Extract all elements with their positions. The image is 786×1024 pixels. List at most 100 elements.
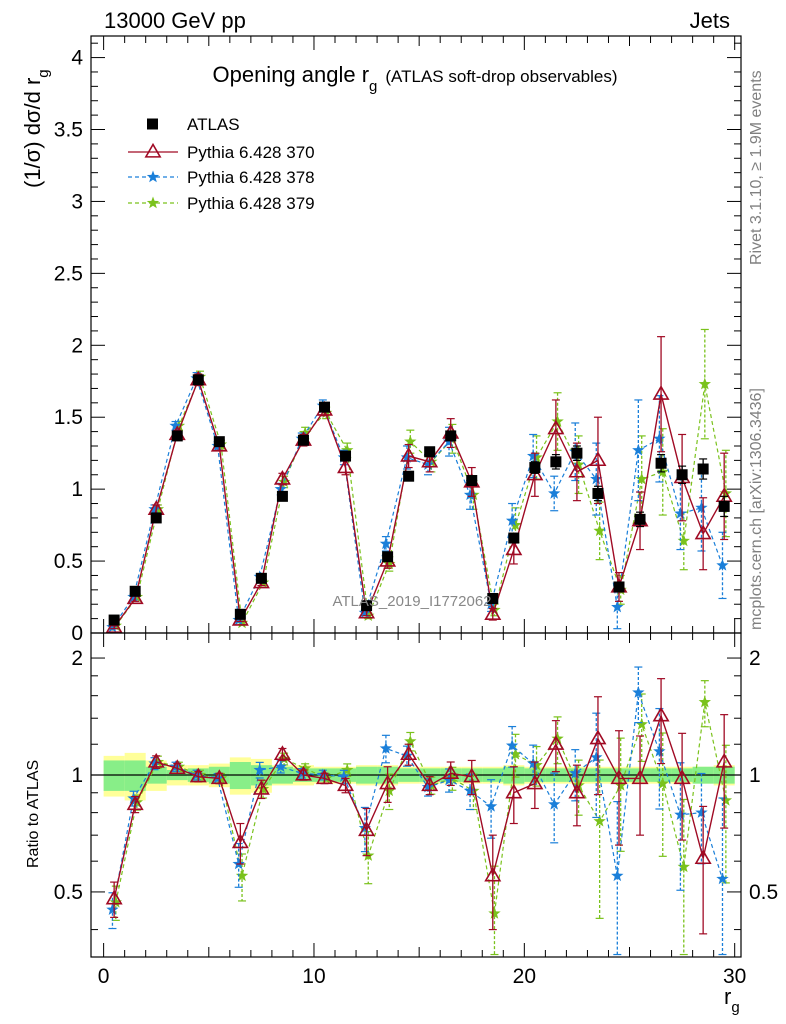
ratio-point bbox=[189, 767, 207, 783]
data-point bbox=[358, 603, 376, 619]
ratio-point bbox=[379, 742, 393, 754]
legend-marker bbox=[146, 170, 160, 183]
data-point bbox=[550, 456, 562, 468]
ratio-point bbox=[273, 745, 291, 761]
data-point bbox=[592, 487, 604, 499]
data-point bbox=[548, 486, 561, 499]
ratio-y-axis-label: Ratio to ATLAS bbox=[25, 760, 42, 868]
data-point bbox=[674, 507, 687, 519]
ratio-point bbox=[509, 747, 522, 760]
main-panel: 0 0.5 1 1.5 2 2.5 3 3.5 4 bbox=[54, 35, 742, 645]
ratio-point bbox=[232, 857, 245, 870]
data-point bbox=[635, 472, 648, 485]
header-left: 13000 GeV pp bbox=[104, 8, 246, 33]
ratio-uncertainty-band-inner bbox=[103, 760, 125, 791]
legend-marker bbox=[147, 118, 158, 130]
data-point bbox=[171, 430, 183, 442]
data-point bbox=[235, 616, 249, 629]
ratio-uncertainty-band-inner bbox=[124, 760, 146, 791]
data-point bbox=[653, 432, 666, 445]
ratio-point bbox=[610, 769, 628, 785]
ratio-point bbox=[593, 814, 606, 827]
data-point bbox=[403, 470, 415, 482]
ratio-point bbox=[362, 849, 375, 861]
main-y-tick-label: 0.5 bbox=[54, 550, 83, 573]
data-point bbox=[466, 475, 478, 487]
data-point bbox=[716, 558, 729, 571]
data-point bbox=[445, 430, 457, 442]
ratio-point bbox=[337, 776, 355, 792]
main-y-axis-label: (1/σ) dσ/d rg bbox=[20, 69, 52, 188]
main-y-tick-label: 1 bbox=[71, 478, 83, 501]
chart-title: Opening angle rg (ATLAS soft-drop observa… bbox=[212, 62, 617, 95]
ratio-point bbox=[677, 860, 690, 873]
ratio-point bbox=[614, 778, 627, 791]
data-point bbox=[404, 435, 417, 447]
rivet-version-label: Rivet 3.1.10, ≥ 1.9M events bbox=[748, 70, 765, 265]
main-series-line bbox=[111, 376, 724, 628]
ratio-panel: 0.5 0.5 1 1 2 2 0 10 20 30 bbox=[54, 632, 778, 988]
data-point bbox=[379, 537, 393, 550]
data-point bbox=[698, 377, 711, 390]
ratio-point bbox=[210, 769, 228, 785]
data-point bbox=[613, 581, 625, 593]
data-point bbox=[273, 469, 291, 485]
data-point bbox=[551, 415, 564, 427]
data-point bbox=[126, 589, 144, 605]
ratio-point bbox=[548, 797, 561, 810]
ratio-point bbox=[589, 729, 607, 745]
ratio-point bbox=[653, 744, 666, 757]
data-point bbox=[547, 419, 565, 435]
main-y-axis-label-main: (1/σ) dσ/d r bbox=[20, 78, 45, 188]
ratio-point bbox=[400, 745, 418, 761]
main-y-axis-label-subscript: g bbox=[35, 69, 52, 77]
data-point bbox=[362, 609, 375, 621]
data-point bbox=[589, 451, 607, 467]
chart-title-main: Opening angle r bbox=[212, 62, 369, 87]
data-point bbox=[255, 572, 267, 584]
main-y-tick-label: 4 bbox=[71, 47, 83, 70]
main-y-tick-label: 0 bbox=[71, 622, 83, 645]
ratio-point bbox=[294, 765, 312, 781]
ratio-point bbox=[611, 869, 624, 882]
ratio-point bbox=[106, 903, 119, 915]
ratio-point bbox=[337, 770, 351, 782]
ratio-point bbox=[421, 780, 435, 793]
ratio-y-tick-label-right: 1 bbox=[749, 764, 761, 787]
ratio-point bbox=[698, 695, 711, 708]
legend-marker bbox=[146, 196, 160, 209]
ratio-point bbox=[126, 795, 144, 811]
ratio-point bbox=[256, 782, 270, 795]
ratio-point bbox=[231, 833, 249, 849]
data-point bbox=[530, 451, 543, 463]
ratio-point bbox=[572, 778, 585, 791]
data-point bbox=[400, 446, 418, 462]
main-y-tick-label: 3 bbox=[71, 190, 83, 213]
ratio-point bbox=[673, 769, 691, 785]
data-point bbox=[697, 463, 709, 475]
legend: ATLAS Pythia 6.428 370 Pythia 6.428 378 Pyt… bbox=[128, 115, 315, 213]
ratio-point bbox=[252, 779, 270, 795]
ratio-point bbox=[442, 764, 460, 779]
ratio-y-tick-label: 2 bbox=[71, 647, 83, 670]
legend-item-2: Pythia 6.428 378 bbox=[128, 168, 315, 187]
ratio-y-tick-label-right: 2 bbox=[749, 647, 761, 670]
ratio-point bbox=[526, 774, 544, 790]
data-point bbox=[276, 490, 288, 502]
ratio-y-tick-label-right: 0.5 bbox=[749, 881, 778, 904]
data-point bbox=[593, 524, 606, 537]
data-point bbox=[484, 605, 502, 620]
data-point bbox=[463, 488, 477, 501]
ratio-point bbox=[400, 749, 414, 762]
data-point bbox=[421, 452, 439, 468]
ratio-series-0 bbox=[105, 678, 733, 935]
ratio-point bbox=[277, 752, 291, 765]
ratio-series-line bbox=[111, 692, 724, 910]
data-point bbox=[382, 551, 394, 563]
ratio-point bbox=[320, 771, 333, 784]
data-point bbox=[213, 436, 225, 448]
x-axis-label-main: r bbox=[724, 984, 731, 1009]
ratio-point bbox=[358, 821, 376, 837]
ratio-point bbox=[235, 869, 249, 882]
